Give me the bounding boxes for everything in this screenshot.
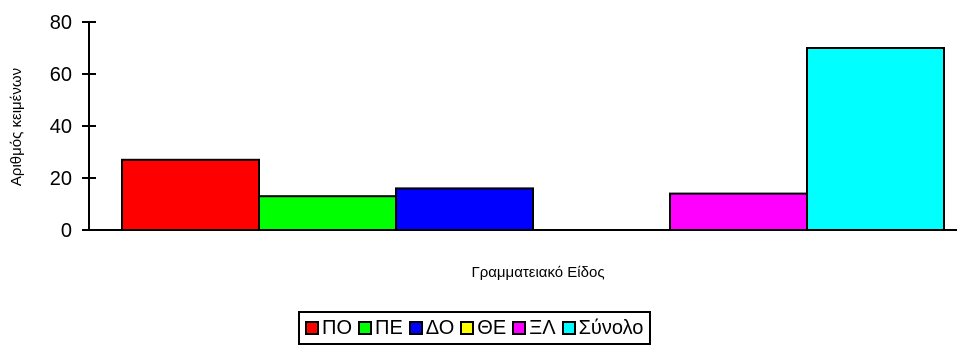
legend-swatch-3	[460, 321, 475, 335]
bar-2	[395, 187, 534, 231]
chart-svg: 0 20 40 60 80 Αριθμός κειμένων Γραμματειακό …	[8, 12, 957, 281]
legend-label-5: Σύνολο	[578, 317, 644, 339]
legend-label-4: ΞΛ	[529, 317, 556, 339]
legend-label-3: ΘΕ	[477, 317, 507, 339]
y-tick-label-2: 40	[50, 116, 72, 138]
legend-swatch-2	[408, 321, 423, 335]
bar-5	[806, 47, 945, 231]
legend-item-3: ΘΕ	[460, 318, 506, 338]
legend-item-4: ΞΛ	[512, 317, 556, 339]
legend-label-0: ΠΟ	[322, 317, 352, 339]
x-axis-title: Γραμματειακό Είδος	[471, 264, 604, 281]
y-axis-title: Αριθμός κειμένων	[8, 68, 25, 186]
legend-item-1: ΠΕ	[358, 318, 403, 338]
y-ticks-group: 0 20 40 60 80	[50, 12, 96, 242]
bar-0	[121, 158, 260, 231]
legend-item-0: ΠΟ	[305, 318, 352, 338]
legend-item-5: Σύνολο	[561, 317, 644, 339]
bars-group	[121, 47, 945, 232]
legend-swatch-4	[512, 321, 527, 335]
legend-swatch-0	[305, 321, 319, 335]
legend-item-2: ΔΟ	[408, 317, 455, 339]
y-tick-label-4: 80	[50, 12, 72, 34]
legend-swatch-1	[358, 321, 372, 335]
legend-label-1: ΠΕ	[375, 317, 403, 339]
legend: ΠΟ ΠΕ ΔΟ ΘΕ ΞΛ Σύνολο	[298, 311, 652, 345]
bar-4	[669, 192, 808, 232]
y-tick-label-1: 20	[50, 168, 72, 190]
legend-label-2: ΔΟ	[425, 317, 455, 339]
legend-swatch-5	[561, 321, 576, 335]
bar-1	[258, 195, 397, 231]
y-tick-label-3: 60	[50, 64, 72, 86]
y-tick-label-0: 0	[61, 220, 72, 242]
